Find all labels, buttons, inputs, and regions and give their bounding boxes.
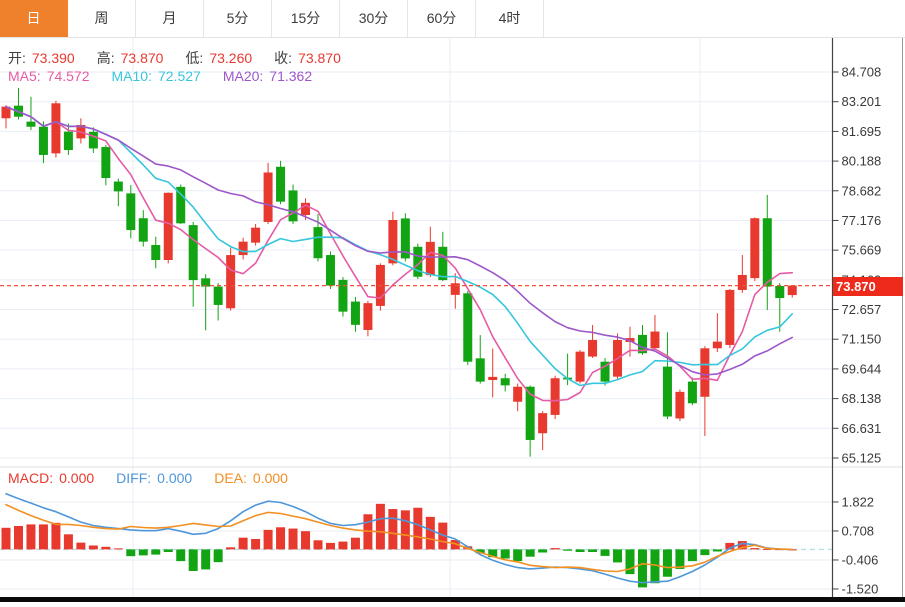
macd-axis-label: -0.406 <box>842 552 879 567</box>
tab-30分[interactable]: 30分 <box>340 0 408 37</box>
price-axis-label: 81.695 <box>842 124 882 139</box>
bottom-scrollbar[interactable] <box>0 597 905 602</box>
label: 开: <box>8 50 26 66</box>
value: 74.572 <box>46 68 90 84</box>
value: 0.000 <box>252 470 288 486</box>
price-axis-label: 68.138 <box>842 391 882 406</box>
ma-values-row: MA5: 74.572 MA10: 72.527 MA20: 71.362 <box>8 68 334 84</box>
price-axis-label: 83.201 <box>842 94 882 109</box>
value: 73.390 <box>31 50 75 66</box>
label: DEA: <box>214 470 247 486</box>
value: 71.362 <box>269 68 313 84</box>
value: 73.260 <box>209 50 253 66</box>
price-axis-label: 84.708 <box>842 65 882 80</box>
price-axis-label: 77.176 <box>842 213 882 228</box>
tab-月[interactable]: 月 <box>136 0 204 37</box>
value: 72.527 <box>157 68 201 84</box>
value: 73.870 <box>298 50 341 66</box>
price-axis-label: 71.150 <box>842 332 882 347</box>
tab-15分[interactable]: 15分 <box>272 0 340 37</box>
tab-周[interactable]: 周 <box>68 0 136 37</box>
price-axis-label: 66.631 <box>842 421 882 436</box>
price-axis-label: 80.188 <box>842 154 882 169</box>
label: MACD: <box>8 470 54 486</box>
value: 73.870 <box>120 50 164 66</box>
macd-axis-label: 1.822 <box>842 494 875 509</box>
price-axis-label: 65.125 <box>842 450 882 465</box>
value: 0.000 <box>59 470 95 486</box>
price-axis-label: 78.682 <box>842 183 882 198</box>
tab-5分[interactable]: 5分 <box>204 0 272 37</box>
macd-axis-label: -1.520 <box>842 581 879 596</box>
label: MA5: <box>8 68 41 84</box>
tab-60分[interactable]: 60分 <box>408 0 476 37</box>
price-axis-label: 69.644 <box>842 361 882 376</box>
price-axis-label: 72.657 <box>842 302 882 317</box>
tab-4时[interactable]: 4时 <box>476 0 544 37</box>
ohlc-row: 开: 73.390 高: 73.870 低: 73.260 收: 73.870 <box>8 48 363 68</box>
price-axis-label: 75.669 <box>842 243 882 258</box>
macd-values-row: MACD: 0.000 DIFF: 0.000 DEA: 0.000 <box>8 470 310 486</box>
value: 0.000 <box>157 470 193 486</box>
label: 收: <box>274 50 293 66</box>
label: 低: <box>185 50 204 66</box>
timeframe-tabbar: 日周月 5分 15分 30分 60分 4时 <box>0 0 905 38</box>
label: 高: <box>96 50 115 66</box>
current-price-badge: 73.870 <box>833 277 903 296</box>
label: MA10: <box>111 68 152 84</box>
label: MA20: <box>222 68 264 84</box>
tab-日[interactable]: 日 <box>0 0 68 37</box>
label: DIFF: <box>116 470 152 486</box>
macd-axis-label: 0.708 <box>842 523 875 538</box>
